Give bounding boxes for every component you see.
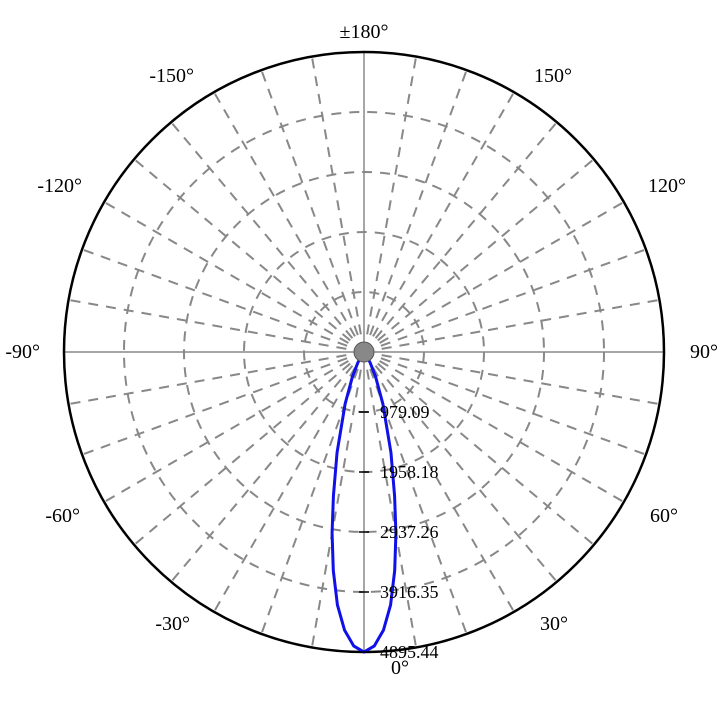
radial-tick-label: 1958.18: [380, 462, 439, 482]
radial-tick-label: 979.09: [380, 402, 430, 422]
radial-tick-label: 4895.44: [380, 642, 439, 662]
angle-label: -30°: [155, 613, 190, 635]
center-dot: [354, 342, 374, 362]
angle-label: 60°: [650, 505, 678, 527]
angle-label: 90°: [690, 341, 718, 363]
angle-label: 0°: [391, 657, 409, 679]
angle-label: ±180°: [340, 21, 389, 43]
angle-label: 150°: [534, 65, 572, 87]
angle-label: -60°: [45, 505, 80, 527]
angle-label: 30°: [540, 613, 568, 635]
angle-label: 120°: [648, 175, 686, 197]
angle-label: -150°: [149, 65, 194, 87]
radial-tick-label: 3916.35: [380, 582, 439, 602]
angle-label: -90°: [5, 341, 40, 363]
polar-chart: 979.09 1958.18 2937.26 3916.35 4895.440° 30° 6…: [0, 0, 728, 717]
angle-label: -120°: [37, 175, 82, 197]
radial-tick-label: 2937.26: [380, 522, 439, 542]
